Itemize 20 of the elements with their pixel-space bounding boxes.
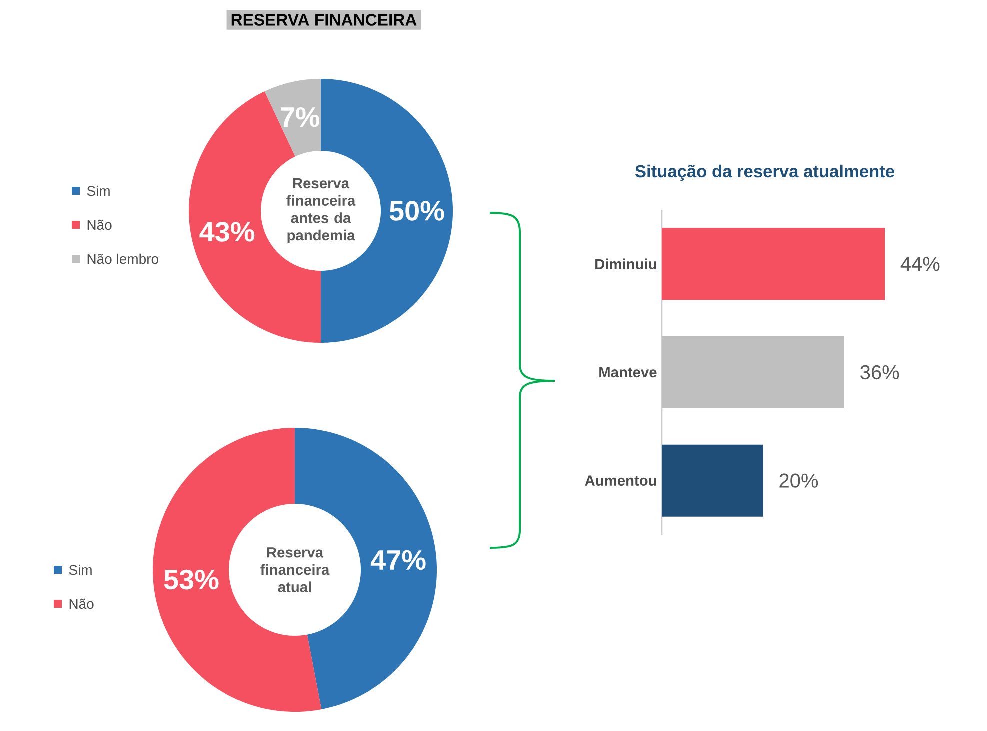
data-label: 20% [780,474,818,488]
chart-title: Situação da reserva atualmente [635,164,894,182]
text: Reserva financeira antes da pandemia [286,178,356,244]
y-tick-label: Manteve [600,367,657,378]
y-tick-label: Diminuiu [596,258,656,270]
data-label: 50% [390,201,444,221]
legend-label: Sim [87,186,110,196]
text: Reserva financeira atual [260,548,330,592]
data-label: 36% [860,365,900,380]
chart-title: RESERVA FINANCEIRA [232,14,417,26]
data-label: 44% [900,257,940,272]
legend-label: Sim [69,564,92,576]
y-tick-label: Aumentou [585,476,656,486]
legend-label: Não [70,598,94,610]
legend-label: Não [88,220,112,230]
legend-label: Não lembro [88,254,158,264]
data-label: 43% [200,222,255,242]
data-label: 47% [370,550,426,570]
data-label: 7% [281,107,320,128]
data-label: 53% [164,570,219,590]
